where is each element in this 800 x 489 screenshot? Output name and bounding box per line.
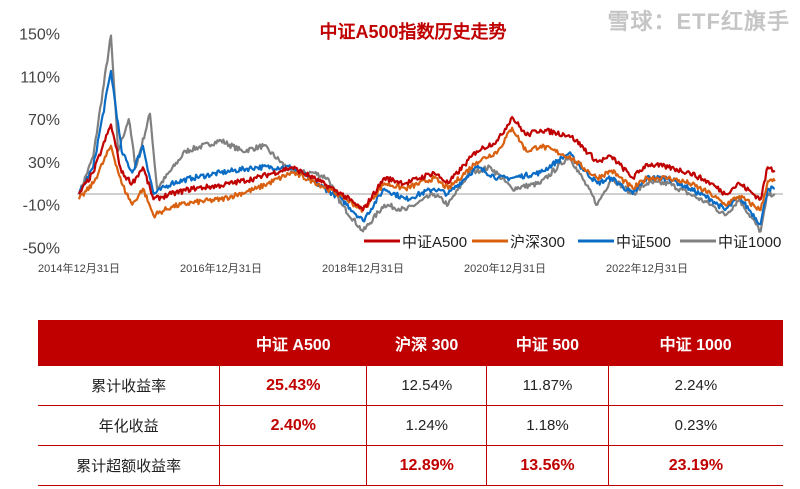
table-cell: 11.87%: [486, 366, 609, 406]
column-header: 中证 A500: [219, 320, 367, 366]
performance-table: 中证 A500 沪深 300 中证 500 中证 1000 累计收益率 25.43% 12…: [38, 320, 783, 486]
legend-label: 沪深300: [510, 234, 565, 251]
series-line-1: [77, 126, 776, 219]
table-cell: 0.23%: [607, 405, 783, 446]
column-header: 沪深 300: [366, 320, 487, 366]
watermark: 雪球：ETF红旗手: [607, 9, 790, 34]
x-tick-label: 2018年12月31日: [322, 261, 404, 275]
chart-title: 中证A500指数历史走势: [319, 21, 506, 42]
line-chart: 中证A500指数历史走势 150% 110% 70% 30% -10% -50% 2014年…: [19, 21, 783, 275]
table-cell: 12.54%: [366, 366, 487, 406]
table-cell: 1.18%: [486, 405, 609, 446]
x-tick-label: 2022年12月31日: [606, 261, 688, 275]
x-tick-label: 2020年12月31日: [464, 261, 546, 275]
series-line-0: [77, 115, 776, 212]
x-tick-label: 2014年12月31日: [38, 261, 120, 275]
table-cell: [219, 445, 367, 486]
y-tick-label: -50%: [23, 241, 60, 258]
table-cell: 25.43%: [219, 366, 367, 406]
legend-label: 中证500: [616, 234, 671, 251]
table-row: 累计收益率 25.43% 12.54% 11.87% 2.24%: [38, 366, 783, 406]
y-tick-label: 110%: [20, 69, 60, 86]
column-header: 中证 500: [486, 320, 609, 366]
row-label: 年化收益: [38, 405, 220, 446]
series-line-3: [78, 34, 776, 233]
column-header: 中证 1000: [608, 320, 783, 366]
row-label: 累计超额收益率: [38, 445, 220, 486]
y-tick-label: 150%: [19, 27, 60, 44]
table-cell: 13.56%: [486, 445, 609, 486]
table-cell: 23.19%: [607, 445, 783, 486]
y-tick-label: 70%: [28, 112, 60, 129]
column-header: [38, 320, 220, 366]
legend-label: 中证A500: [402, 234, 467, 251]
table-row: 年化收益 2.40% 1.24% 1.18% 0.23%: [38, 405, 783, 446]
table-cell: 2.24%: [607, 366, 783, 406]
table-header-row: 中证 A500 沪深 300 中证 500 中证 1000: [38, 320, 783, 366]
table-cell: 1.24%: [366, 405, 487, 446]
y-tick-label: 30%: [28, 155, 60, 172]
table-cell: 2.40%: [219, 405, 367, 446]
y-tick-label: -10%: [23, 198, 60, 215]
row-label: 累计收益率: [38, 366, 220, 406]
x-tick-label: 2016年12月31日: [180, 261, 262, 275]
table-row: 累计超额收益率 12.89% 13.56% 23.19%: [38, 445, 783, 486]
legend-label: 中证1000: [718, 234, 781, 251]
table-cell: 12.89%: [366, 445, 487, 486]
series-line-2: [77, 69, 776, 226]
